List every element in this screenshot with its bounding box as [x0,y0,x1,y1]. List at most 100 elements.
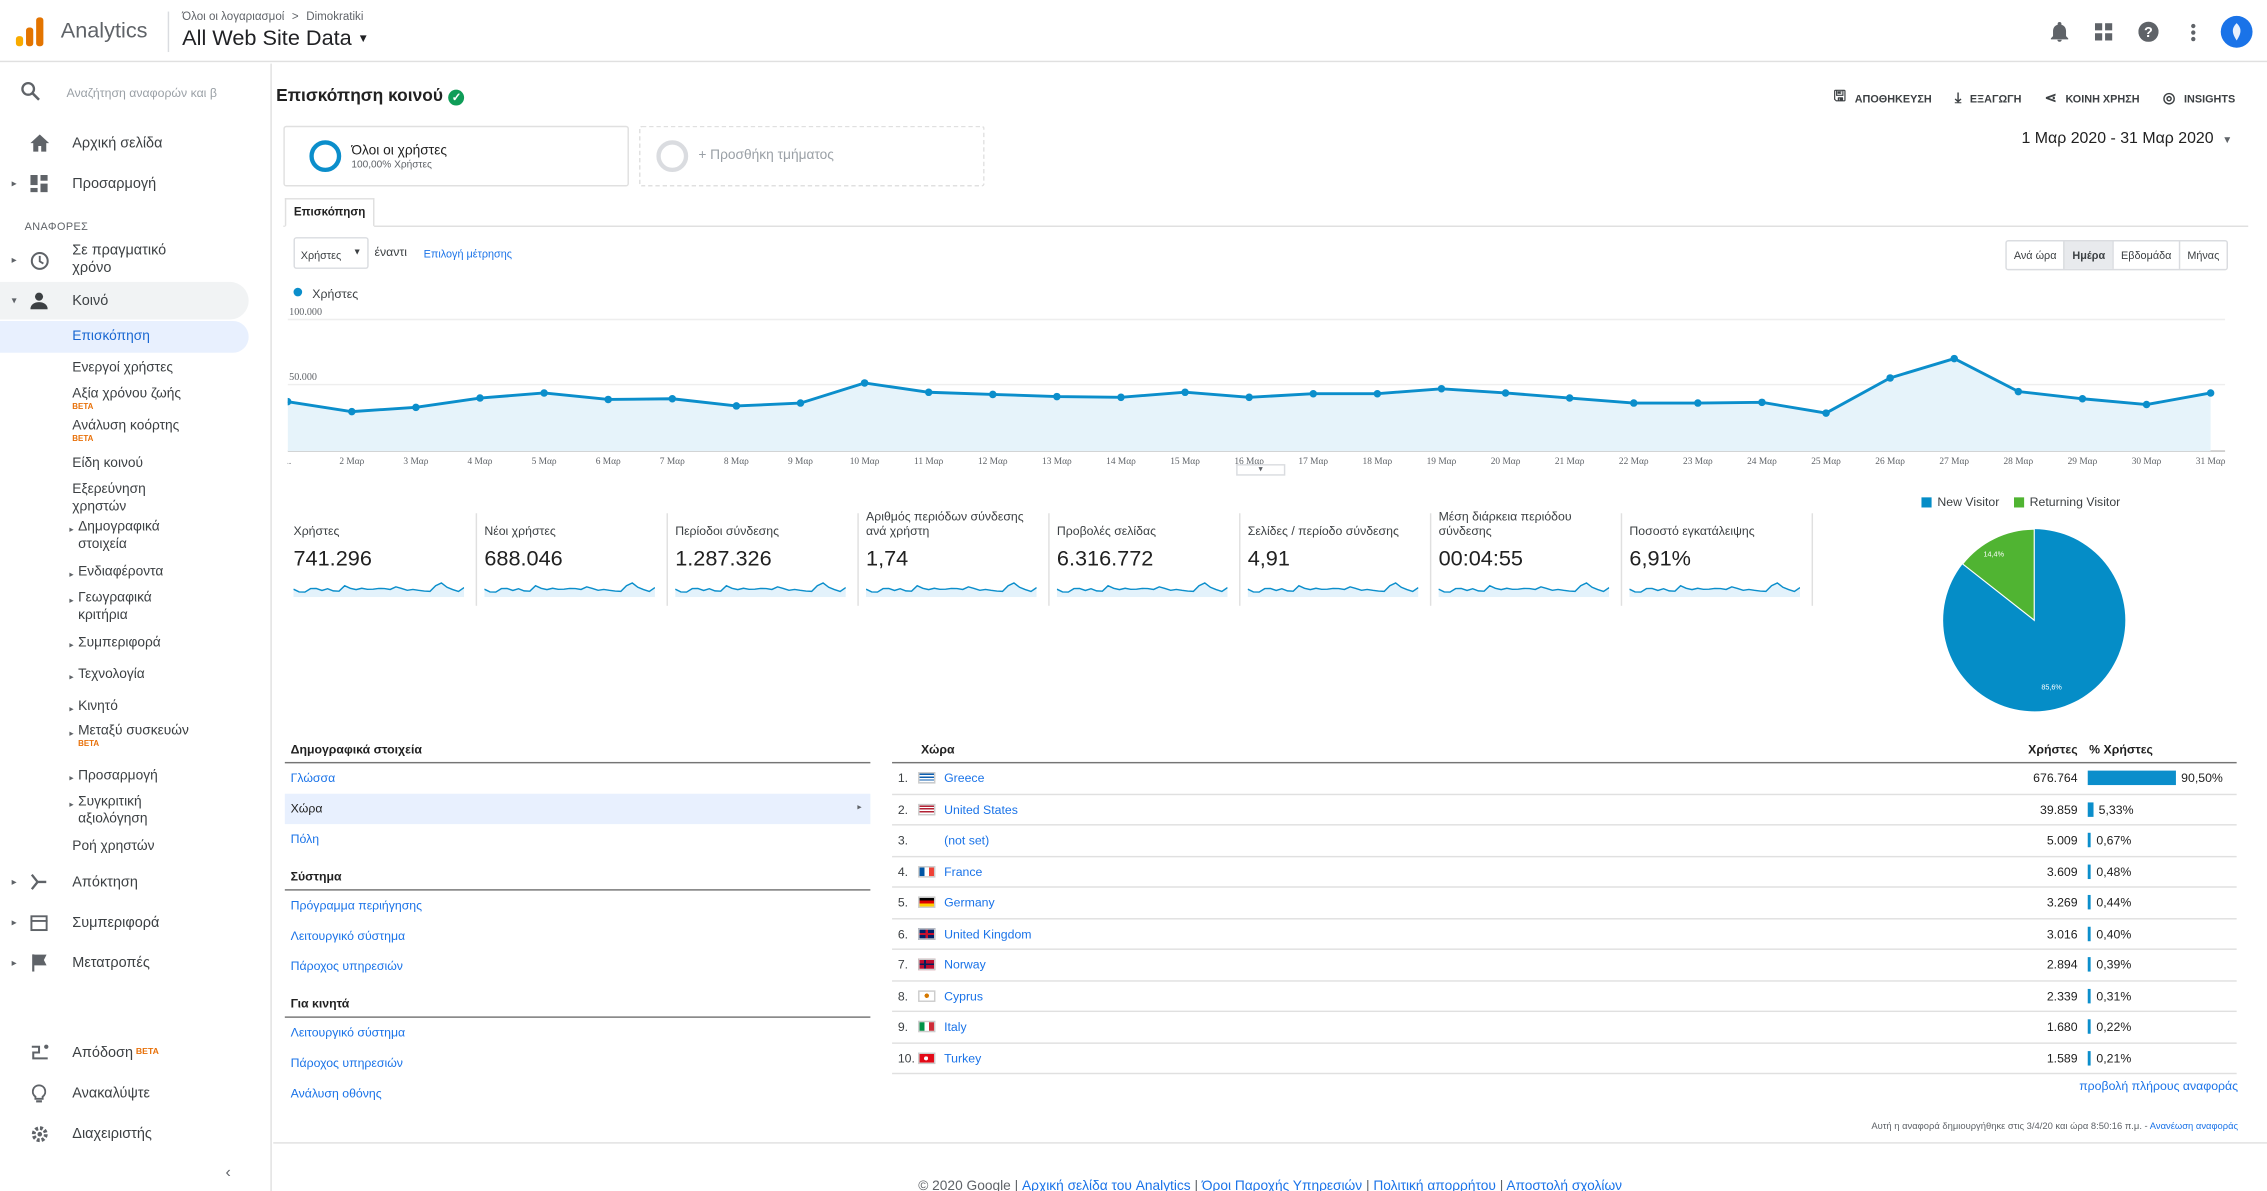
data-point[interactable] [1629,399,1638,407]
collapse-sidebar-chevron-left-icon[interactable]: ‹ [225,1163,231,1182]
country-link[interactable]: France [944,864,983,879]
sidebar-item-customization[interactable]: ▸ Προσαρμογή [0,165,272,203]
sidebar-item-admin[interactable]: Διαχειριστής [0,1115,272,1153]
footer-link-feedback[interactable]: Αποστολή σχολίων [1506,1178,1623,1191]
search-input[interactable]: Αναζήτηση αναφορών και β [66,85,217,100]
sidebar-item-custom[interactable]: ▸ Προσαρμογή [69,768,157,785]
granularity-day-button[interactable]: Ημέρα [2063,241,2113,269]
share-button[interactable]: ⋖ ΚΟΙΝΗ ΧΡΗΣΗ [2045,87,2140,112]
visitor-type-pie-chart[interactable]: 85,6% 14,4% [1940,526,2128,714]
data-point[interactable] [2078,394,2087,403]
link-country[interactable]: Χώρα ▸ [284,793,871,825]
sidebar-item-behavior-sub[interactable]: ▸ Συμπεριφορά [69,635,160,652]
data-point[interactable] [540,389,548,397]
breadcrumb-accounts[interactable]: Όλοι οι λογαριασμοί [182,10,285,24]
data-point[interactable] [476,394,484,402]
data-point[interactable] [924,388,933,397]
sidebar-item-user-explorer[interactable]: Εξερεύνηση χρηστών [72,481,146,515]
sidebar-item-users-flow[interactable]: Ροή χρηστών [72,838,155,855]
more-vert-icon[interactable] [2180,19,2206,45]
sidebar-item-audiences[interactable]: Είδη κοινού [72,455,144,472]
data-point[interactable] [348,407,356,416]
country-link[interactable]: (not set) [944,833,990,848]
breadcrumb[interactable]: Όλοι οι λογαριασμοί > Dimokratiki [182,10,363,23]
metric-card[interactable]: Νέοι χρήστες 688.046 [477,513,668,606]
data-point[interactable] [1501,389,1510,397]
avatar[interactable] [2220,15,2253,48]
country-link[interactable]: Germany [944,895,995,910]
pie-slice-returning[interactable] [1961,528,2035,622]
segment-all-users[interactable]: Όλοι οι χρήστες 100,00% Χρήστες [283,125,629,187]
data-point[interactable] [1373,389,1382,398]
sidebar-item-mobile[interactable]: ▸ Κινητό [69,698,117,715]
select-metric-link[interactable]: Επιλογή μέτρησης [423,247,513,261]
data-point[interactable] [1822,409,1830,417]
data-point[interactable] [1694,399,1702,407]
granularity-month-button[interactable]: Μήνας [2178,241,2227,269]
footer-link-home[interactable]: Αρχική σελίδα του Analytics [1022,1178,1191,1191]
metric-card[interactable]: Αριθμός περιόδων σύνδεσης ανά χρήστη 1,74 [859,509,1050,606]
data-point[interactable] [2206,389,2215,397]
sidebar-item-cross-device[interactable]: ▸ Μεταξύ συσκευών BETA [69,723,188,749]
link-city[interactable]: Πόλη [290,831,320,846]
data-point[interactable] [1181,388,1189,397]
data-point[interactable] [1950,354,1958,363]
date-range-picker[interactable]: 1 Μαρ 2020 - 31 Μαρ 2020 ▼ [2022,130,2233,147]
country-link[interactable]: United States [944,802,1018,817]
granularity-week-button[interactable]: Εβδομάδα [2112,241,2178,269]
refresh-report-link[interactable]: Ανανέωση αναφοράς [2149,1121,2239,1133]
view-full-report-link[interactable]: προβολή πλήρους αναφοράς [2079,1078,2239,1094]
data-point[interactable] [604,395,612,404]
country-link[interactable]: Greece [944,770,985,786]
data-point[interactable] [796,399,805,407]
link-screen-resolution[interactable]: Ανάλυση οθόνης [290,1085,382,1101]
country-link[interactable]: United Kingdom [944,926,1032,941]
data-point[interactable] [1565,394,1574,402]
footer-link-privacy[interactable]: Πολιτική απορρήτου [1373,1178,1496,1191]
data-point[interactable] [989,390,997,399]
granularity-hour-button[interactable]: Ανά ώρα [2013,248,2057,262]
metric-card[interactable]: Ποσοστό εγκατάλειψης 6,91% [1622,513,1814,606]
sidebar-item-acquisition[interactable]: ▸ Απόκτηση [0,863,272,901]
sidebar-item-lifetime-value[interactable]: Αξία χρόνου ζωής BETA [72,386,181,412]
sidebar-item-geo[interactable]: ▸ Γεωγραφικά κριτήρια [69,590,194,625]
data-point[interactable] [2142,400,2151,409]
country-link[interactable]: Turkey [944,1050,982,1066]
help-icon[interactable]: ? [2135,19,2161,45]
data-point[interactable] [2014,387,2023,396]
sidebar-item-active-users[interactable]: Ενεργοί χρήστες [72,360,173,376]
data-point[interactable] [1245,393,1253,402]
save-button[interactable]: 🖫 ΑΠΟΘΗΚΕΥΣΗ [1834,87,1932,112]
sidebar-item-interests[interactable]: ▸ Ενδιαφέροντα [69,564,163,581]
country-link[interactable]: Cyprus [944,988,984,1004]
data-point[interactable] [1437,384,1446,393]
link-browser[interactable]: Πρόγραμμα περιήγησης [290,897,423,913]
data-point[interactable] [1053,392,1061,401]
data-point[interactable] [860,379,869,387]
sidebar-item-attribution[interactable]: Απόδοση BETA [0,1034,272,1072]
data-point[interactable] [1886,374,1894,382]
link-os[interactable]: Λειτουργικό σύστημα [290,928,406,943]
add-segment-button[interactable]: + Προσθήκη τμήματος [639,125,985,187]
sidebar-item-behavior[interactable]: ▸ Συμπεριφορά [0,904,272,942]
data-point[interactable] [287,397,292,406]
data-point[interactable] [1758,398,1766,407]
sidebar-item-benchmarking[interactable]: ▸ Συγκριτική αξιολόγηση [69,794,194,829]
sidebar-item-demographics[interactable]: ▸ Δημογραφικά στοιχεία [69,519,208,554]
sidebar-item-conversions[interactable]: ▸ Μετατροπές [0,944,272,982]
metric-select[interactable]: Χρήστες ▼ [293,237,369,269]
metric-card[interactable]: Προβολές σελίδας 6.316.772 [1050,513,1241,606]
data-point[interactable] [732,402,741,410]
tab-overview[interactable]: Επισκόπηση [284,198,375,227]
metric-card[interactable]: Σελίδες / περίοδο σύνδεσης 4,91 [1240,513,1432,606]
metric-card[interactable]: Χρήστες 741.296 [286,513,478,606]
expand-chart-chevron-down-icon[interactable]: ▾ [1236,464,1286,476]
country-link[interactable]: Norway [944,957,986,972]
sidebar-item-home[interactable]: Αρχική σελίδα [0,124,272,162]
property-selector[interactable]: All Web Site Data ▼ [182,26,369,51]
data-point[interactable] [668,394,677,403]
link-mobile-provider[interactable]: Πάροχος υπηρεσιών [290,1055,403,1070]
users-line-chart[interactable]: 100.000 50.000... 2 Μαρ 3 Μαρ 4 Μαρ 5 Μαρ 6 Μα… [287,302,2240,483]
sidebar-item-realtime[interactable]: ▸ Σε πραγματικό χρόνο [0,243,272,278]
link-mobile-os[interactable]: Λειτουργικό σύστημα [290,1025,406,1040]
